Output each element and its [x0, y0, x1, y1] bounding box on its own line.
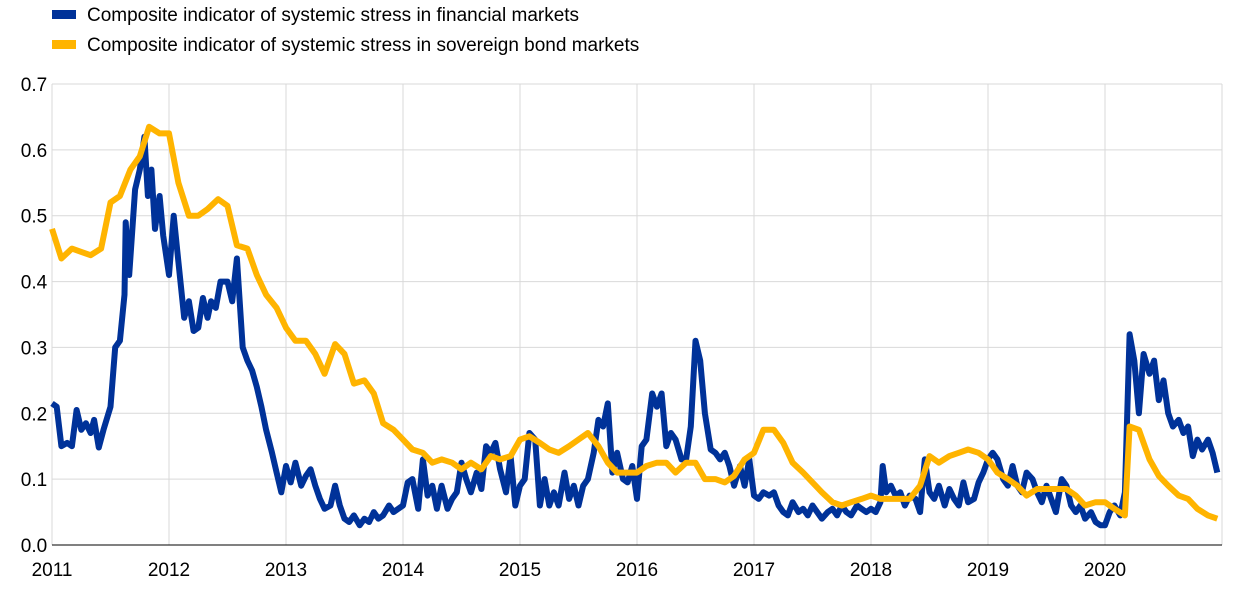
chart-series	[49, 123, 1221, 529]
y-tick-label: 0.1	[21, 470, 47, 491]
chart-gridlines	[51, 83, 1223, 545]
x-tick-label: 2011	[32, 560, 73, 581]
x-axis-tick-labels: 2011 2012 2013 2014 2015 2016 2017 2018 2019 2020	[32, 560, 1127, 581]
legend-swatch	[52, 40, 76, 49]
y-tick-label: 0.6	[21, 141, 47, 162]
series-line-2	[49, 123, 1219, 522]
legend-swatch	[52, 10, 76, 19]
y-tick-label: 0.2	[21, 404, 47, 425]
x-tick-label: 2015	[499, 560, 541, 581]
y-tick-label: 0.7	[21, 75, 47, 96]
x-tick-label: 2016	[616, 560, 658, 581]
y-tick-label: 0.5	[21, 207, 47, 228]
legend-label: Composite indicator of systemic stress i…	[87, 5, 579, 26]
y-tick-label: 0.0	[21, 536, 47, 557]
x-tick-label: 2018	[850, 560, 892, 581]
x-tick-label: 2020	[1084, 560, 1126, 581]
y-tick-label: 0.3	[21, 338, 47, 359]
y-axis-tick-labels: 0.0 0.1 0.2 0.3 0.4 0.5 0.6 0.7	[21, 75, 48, 557]
x-tick-label: 2013	[265, 560, 307, 581]
x-tick-label: 2017	[733, 560, 775, 581]
x-tick-label: 2019	[967, 560, 1009, 581]
x-tick-label: 2014	[382, 560, 425, 581]
chart-legend: Composite indicator of systemic stress i…	[52, 5, 639, 56]
series-line-1	[50, 133, 1221, 529]
x-tick-label: 2012	[148, 560, 190, 581]
y-tick-label: 0.4	[21, 273, 48, 294]
legend-label: Composite indicator of systemic stress i…	[87, 35, 639, 56]
